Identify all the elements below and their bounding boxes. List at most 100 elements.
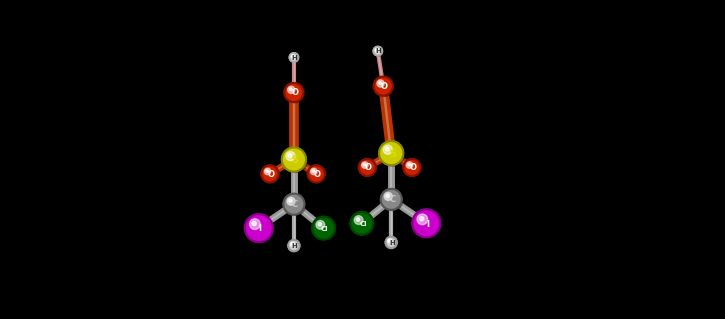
Text: I: I bbox=[259, 224, 262, 233]
Text: Cl: Cl bbox=[321, 226, 328, 232]
Circle shape bbox=[267, 171, 273, 177]
Circle shape bbox=[307, 165, 325, 182]
Circle shape bbox=[380, 83, 387, 90]
Circle shape bbox=[248, 218, 270, 239]
Circle shape bbox=[292, 56, 296, 59]
Circle shape bbox=[288, 154, 291, 157]
Circle shape bbox=[314, 172, 318, 176]
Circle shape bbox=[407, 163, 416, 172]
Circle shape bbox=[376, 49, 379, 53]
Circle shape bbox=[288, 240, 299, 251]
Circle shape bbox=[291, 243, 296, 248]
Circle shape bbox=[389, 240, 390, 241]
Circle shape bbox=[387, 238, 396, 247]
Circle shape bbox=[361, 161, 374, 174]
Circle shape bbox=[269, 173, 271, 175]
Circle shape bbox=[315, 219, 332, 237]
Circle shape bbox=[364, 164, 370, 171]
Circle shape bbox=[388, 150, 394, 156]
Circle shape bbox=[265, 168, 276, 179]
Circle shape bbox=[289, 199, 299, 210]
Text: O: O bbox=[291, 88, 299, 98]
Circle shape bbox=[290, 89, 297, 96]
Circle shape bbox=[313, 218, 334, 238]
Circle shape bbox=[318, 223, 322, 226]
Circle shape bbox=[322, 226, 325, 230]
Circle shape bbox=[378, 81, 388, 91]
Circle shape bbox=[425, 221, 428, 225]
Circle shape bbox=[254, 223, 264, 234]
Circle shape bbox=[283, 194, 304, 215]
Circle shape bbox=[413, 209, 440, 237]
Circle shape bbox=[375, 48, 378, 51]
Circle shape bbox=[389, 197, 394, 202]
Circle shape bbox=[282, 147, 306, 172]
Circle shape bbox=[284, 149, 307, 173]
Circle shape bbox=[378, 82, 381, 85]
Circle shape bbox=[387, 239, 392, 243]
Circle shape bbox=[386, 149, 396, 158]
Text: S: S bbox=[389, 149, 396, 159]
Circle shape bbox=[310, 167, 326, 183]
Circle shape bbox=[374, 47, 382, 55]
Circle shape bbox=[390, 152, 393, 155]
Text: H: H bbox=[291, 55, 297, 61]
Circle shape bbox=[365, 165, 370, 170]
Circle shape bbox=[350, 212, 373, 235]
Circle shape bbox=[381, 84, 386, 89]
Text: O: O bbox=[268, 170, 274, 179]
Circle shape bbox=[320, 225, 326, 231]
Circle shape bbox=[390, 198, 392, 201]
Circle shape bbox=[293, 203, 295, 205]
Circle shape bbox=[291, 202, 297, 207]
Text: O: O bbox=[381, 82, 388, 91]
Text: H: H bbox=[376, 48, 381, 54]
Circle shape bbox=[252, 221, 257, 226]
Circle shape bbox=[289, 241, 299, 251]
Circle shape bbox=[289, 199, 292, 202]
Circle shape bbox=[309, 166, 324, 182]
Circle shape bbox=[286, 196, 305, 215]
Circle shape bbox=[286, 85, 304, 103]
Circle shape bbox=[423, 220, 430, 227]
Circle shape bbox=[386, 194, 397, 205]
Circle shape bbox=[288, 86, 295, 93]
Circle shape bbox=[286, 196, 302, 212]
Circle shape bbox=[419, 216, 434, 230]
Circle shape bbox=[386, 147, 389, 151]
Circle shape bbox=[262, 166, 278, 182]
Circle shape bbox=[384, 192, 392, 200]
Circle shape bbox=[287, 197, 300, 211]
Circle shape bbox=[377, 80, 389, 92]
Circle shape bbox=[411, 167, 413, 168]
Circle shape bbox=[403, 159, 420, 176]
Circle shape bbox=[406, 162, 413, 168]
Circle shape bbox=[291, 243, 297, 249]
Circle shape bbox=[310, 168, 317, 175]
Circle shape bbox=[255, 225, 262, 232]
Circle shape bbox=[374, 48, 381, 54]
Circle shape bbox=[285, 151, 303, 168]
Text: Cl: Cl bbox=[359, 221, 367, 227]
Circle shape bbox=[421, 218, 431, 228]
Circle shape bbox=[289, 241, 300, 252]
Circle shape bbox=[385, 147, 397, 159]
Circle shape bbox=[362, 162, 368, 168]
Circle shape bbox=[312, 170, 315, 172]
Circle shape bbox=[293, 245, 294, 246]
Circle shape bbox=[405, 161, 418, 174]
Circle shape bbox=[420, 217, 424, 221]
Circle shape bbox=[355, 216, 363, 225]
Circle shape bbox=[289, 155, 299, 164]
Circle shape bbox=[363, 163, 365, 166]
Circle shape bbox=[250, 219, 268, 237]
Circle shape bbox=[384, 145, 392, 154]
Circle shape bbox=[316, 220, 325, 229]
Circle shape bbox=[409, 164, 415, 171]
Circle shape bbox=[252, 221, 266, 235]
Circle shape bbox=[360, 222, 363, 225]
Circle shape bbox=[291, 243, 293, 245]
Circle shape bbox=[366, 167, 368, 168]
Circle shape bbox=[377, 50, 378, 52]
Circle shape bbox=[285, 195, 303, 213]
